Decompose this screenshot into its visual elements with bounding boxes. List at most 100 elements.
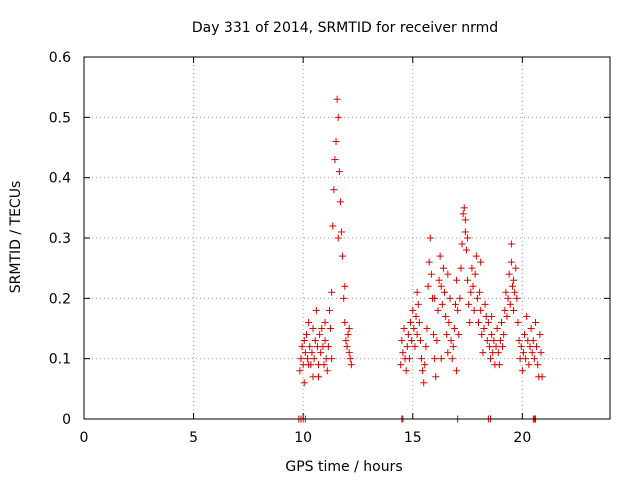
data-point (511, 288, 519, 296)
data-point (492, 343, 500, 351)
data-point (304, 355, 312, 363)
data-point (449, 343, 457, 351)
data-point (478, 331, 486, 339)
data-point (317, 349, 325, 357)
data-point (460, 204, 468, 212)
data-point (414, 300, 422, 308)
data-point (481, 300, 489, 308)
data-point (418, 355, 426, 363)
data-point (347, 361, 355, 369)
data-point (298, 343, 306, 351)
data-point (321, 318, 329, 326)
data-point (533, 343, 541, 351)
data-point (312, 306, 320, 314)
data-point (434, 306, 442, 314)
data-point (332, 137, 340, 145)
data-point (458, 240, 466, 248)
data-point (415, 318, 423, 326)
data-point (345, 325, 353, 332)
data-point (453, 276, 461, 284)
data-point (488, 312, 496, 320)
data-point (464, 276, 472, 284)
data-point (346, 355, 354, 363)
data-point (479, 349, 487, 357)
data-point (480, 325, 488, 332)
y-tick-label: 0.3 (49, 231, 71, 247)
data-point (469, 282, 477, 290)
data-point (305, 318, 313, 326)
y-tick-label: 0 (62, 412, 71, 428)
y-tick-label: 0.4 (49, 171, 71, 187)
data-point (427, 270, 435, 278)
data-point (477, 306, 485, 314)
data-point (454, 306, 462, 314)
data-point (470, 306, 478, 314)
data-point (471, 270, 479, 278)
data-point (488, 331, 496, 339)
data-point (334, 113, 342, 121)
data-point (512, 264, 520, 272)
data-point (484, 318, 492, 326)
y-tick-label: 0.6 (49, 50, 71, 66)
data-point (300, 379, 308, 387)
data-point (342, 337, 350, 345)
data-point (456, 294, 464, 302)
data-point (495, 361, 503, 369)
points-layer (295, 95, 546, 423)
data-point (522, 355, 530, 363)
data-point (527, 325, 535, 332)
data-point (311, 337, 319, 345)
x-tick-label: 15 (404, 430, 422, 446)
data-point (330, 186, 338, 194)
data-point (514, 318, 522, 326)
data-point (325, 306, 333, 314)
data-point (334, 234, 342, 242)
data-point (297, 355, 305, 363)
data-point (477, 258, 485, 266)
data-point (483, 337, 491, 345)
data-point (457, 264, 465, 272)
data-point (445, 318, 453, 326)
data-point (306, 343, 314, 351)
data-point (404, 331, 412, 339)
data-point (403, 343, 411, 351)
data-point (300, 337, 308, 345)
data-point (430, 331, 438, 339)
x-tick-label: 5 (189, 430, 198, 446)
data-point (519, 349, 527, 357)
data-point (473, 294, 481, 302)
data-point (496, 337, 504, 345)
data-point (523, 312, 531, 320)
data-point (309, 325, 317, 332)
data-point (433, 337, 441, 345)
data-point (531, 318, 539, 326)
data-point (412, 312, 420, 320)
data-point (505, 270, 513, 278)
data-point (432, 373, 440, 381)
data-point (443, 331, 451, 339)
data-point (402, 367, 410, 375)
data-point (308, 349, 316, 357)
data-point (444, 270, 452, 278)
data-point (466, 318, 474, 326)
x-axis-label: GPS time / hours (285, 459, 402, 475)
data-point (411, 343, 419, 351)
data-point (338, 228, 346, 236)
data-point (536, 331, 544, 339)
y-axis-label: SRMTID / TECUs (8, 181, 24, 294)
data-point (448, 355, 456, 363)
data-point (301, 349, 309, 357)
data-point (472, 252, 480, 260)
y-tick-label: 0.1 (49, 352, 71, 368)
data-point (441, 288, 449, 296)
data-point (462, 246, 470, 254)
data-point (526, 343, 534, 351)
data-point (453, 367, 461, 375)
data-point (464, 234, 472, 242)
data-point (424, 282, 432, 290)
tick-layer: 0 0.1 0.2 0.3 0.4 0.5 0.6 0 5 10 15 20 (49, 50, 610, 446)
data-point (321, 337, 329, 345)
data-point (446, 294, 454, 302)
data-point (450, 325, 458, 332)
